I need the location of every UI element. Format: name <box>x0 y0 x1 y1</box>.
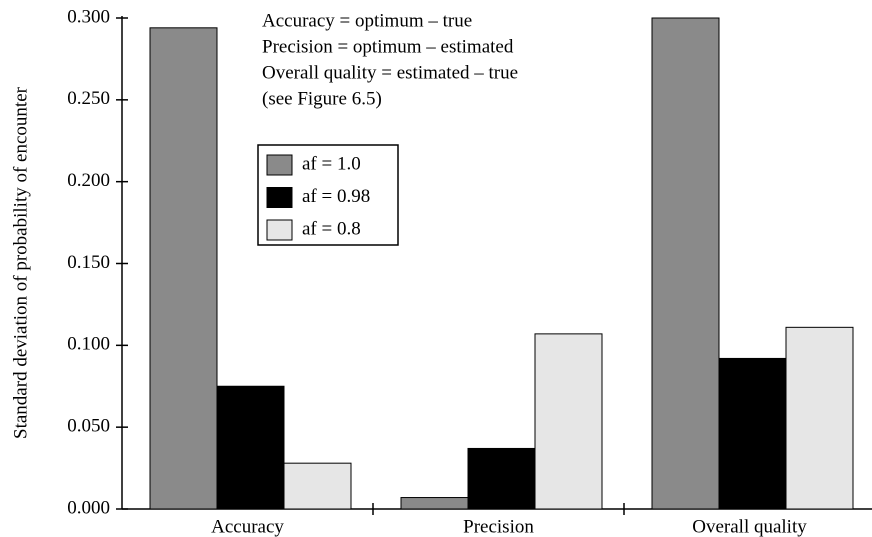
bar <box>651 17 720 510</box>
annotation: (see Figure 6.5) <box>262 88 382 109</box>
y-tick-label: 0.200 <box>67 170 110 191</box>
bar <box>283 462 352 510</box>
y-tick-label: 0.300 <box>67 6 110 27</box>
bar <box>467 447 536 510</box>
legend-swatch <box>266 154 293 176</box>
y-tick-label: 0.050 <box>67 416 110 437</box>
bar <box>216 385 285 510</box>
x-tick-label: Overall quality <box>692 516 807 537</box>
bar <box>534 333 603 510</box>
legend-label: af = 1.0 <box>302 153 361 174</box>
y-axis-label: Standard deviation of probability of enc… <box>10 86 31 439</box>
legend-label: af = 0.98 <box>302 186 370 207</box>
y-tick-label: 0.000 <box>67 497 110 518</box>
legend-label: af = 0.8 <box>302 218 361 239</box>
y-tick-label: 0.100 <box>67 334 110 355</box>
bar <box>785 326 854 510</box>
annotation: Precision = optimum – estimated <box>262 36 514 57</box>
bar <box>718 357 787 510</box>
x-tick-label: Precision <box>463 516 534 537</box>
legend-swatch <box>266 219 293 241</box>
bar <box>400 497 469 510</box>
annotation: Overall quality = estimated – true <box>262 62 518 83</box>
y-tick-label: 0.150 <box>67 252 110 273</box>
annotation: Accuracy = optimum – true <box>262 10 472 31</box>
legend-swatch <box>266 187 293 208</box>
x-tick-label: Accuracy <box>211 516 284 537</box>
bar <box>149 27 218 510</box>
y-tick-label: 0.250 <box>67 88 110 109</box>
